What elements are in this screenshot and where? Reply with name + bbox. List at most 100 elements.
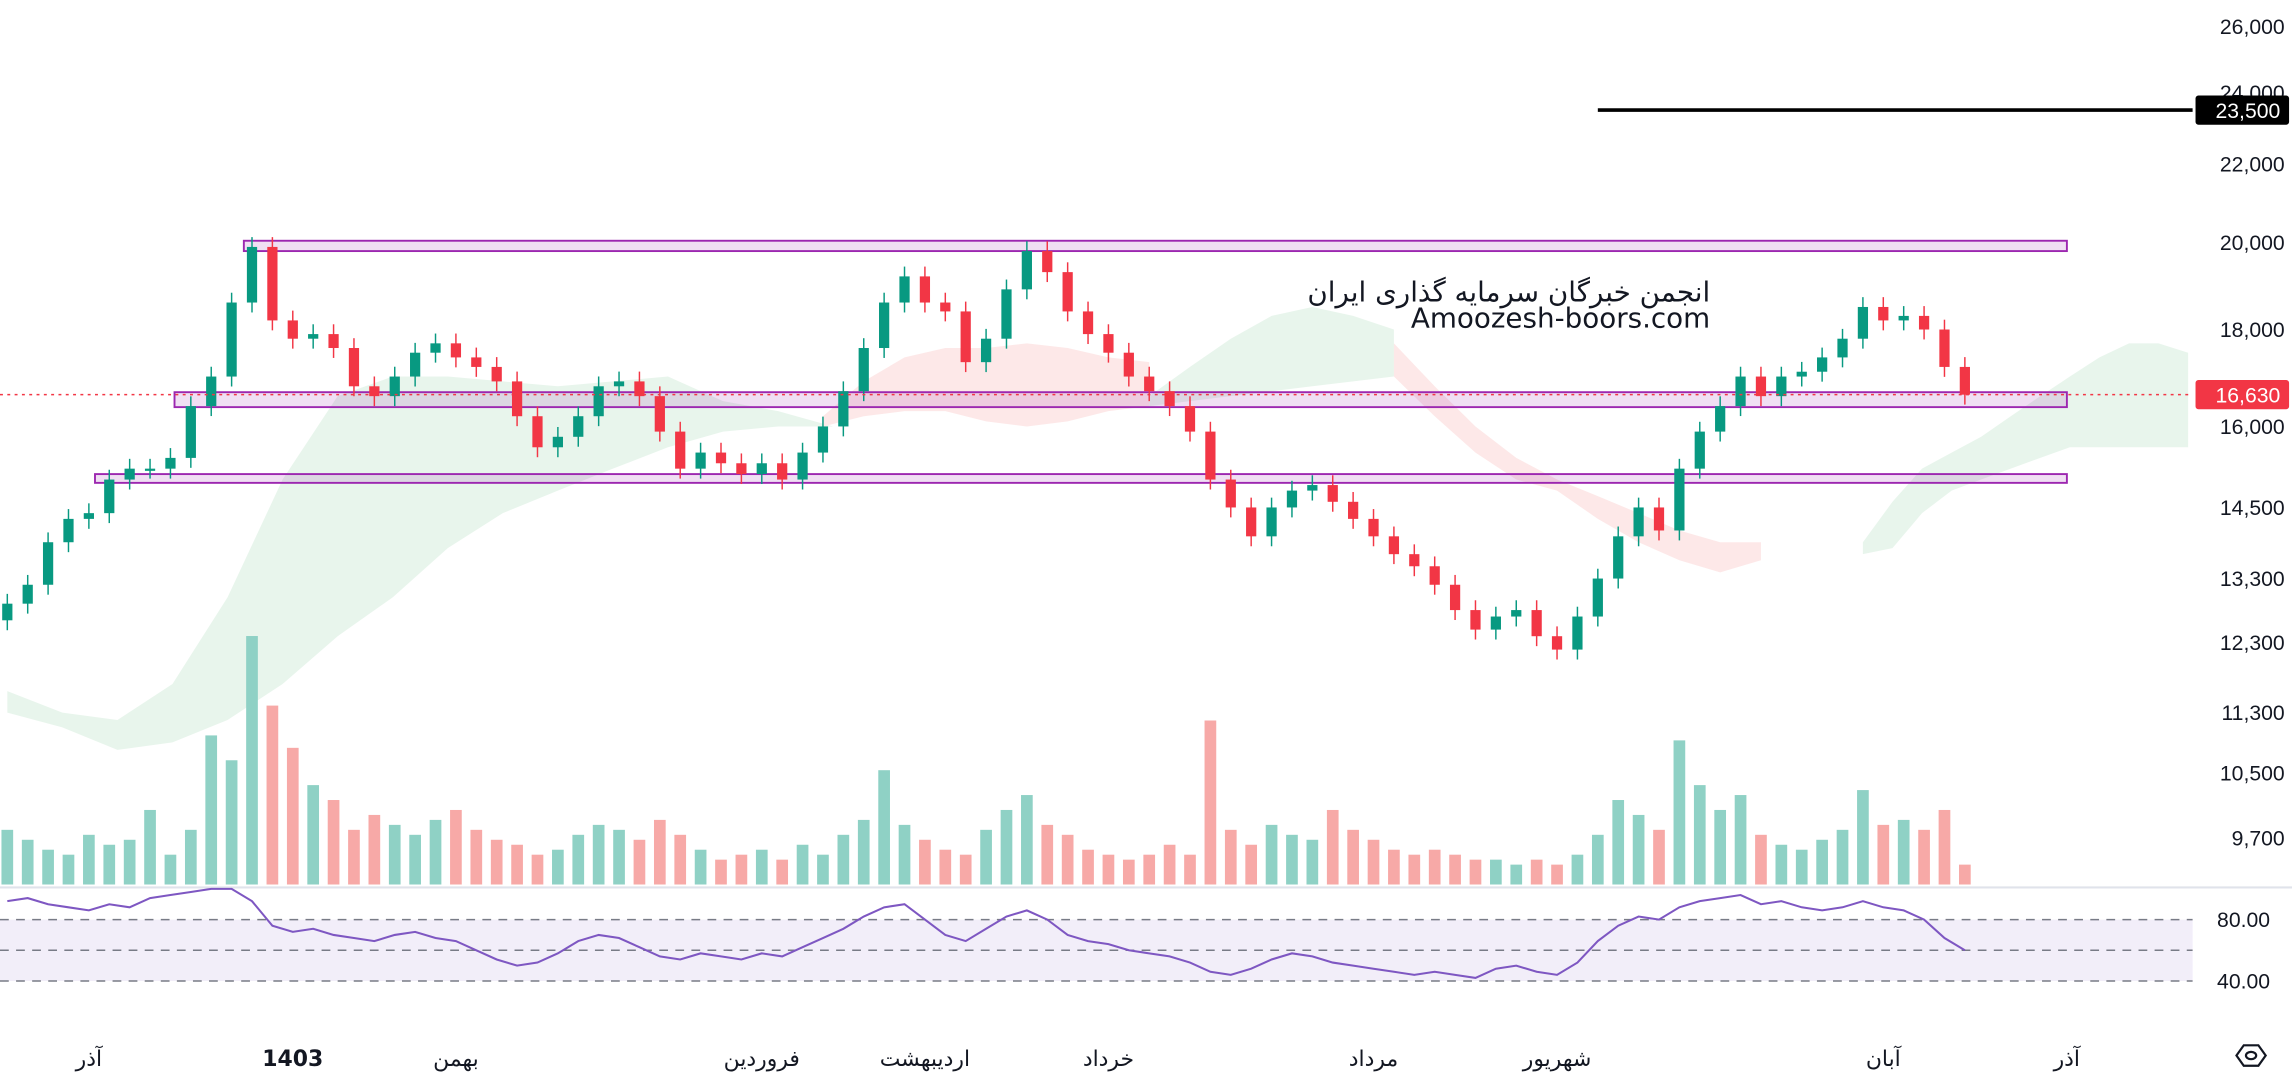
volume-bar: [21, 839, 34, 885]
candle-body: [960, 311, 971, 363]
volume-bar: [572, 834, 585, 885]
zone-rect: [94, 473, 2068, 484]
volume-bar: [1510, 864, 1523, 885]
volume-bars: [1, 636, 1971, 885]
candle-body: [1327, 485, 1338, 502]
candle-body: [83, 513, 94, 519]
candle-body: [1715, 406, 1726, 432]
rsi-tick-label: 80.00: [2217, 909, 2270, 932]
volume-bar: [613, 829, 625, 885]
volume-bar: [1755, 834, 1767, 885]
candle-body: [1449, 584, 1461, 611]
volume-bar: [674, 834, 687, 885]
volume-bar: [837, 834, 850, 885]
y-tick-label: 13,300: [2220, 568, 2285, 591]
volume-bar: [796, 844, 809, 885]
candle-body: [573, 416, 584, 437]
volume-bar: [1673, 740, 1686, 885]
volume-bar: [1204, 720, 1217, 885]
volume-bar: [592, 824, 605, 885]
candle-body: [797, 452, 808, 480]
candle-body: [838, 391, 849, 427]
volume-bar: [735, 854, 748, 885]
target-price-label: 23,500: [2215, 100, 2280, 123]
candle-body: [1572, 616, 1583, 650]
settings-hexagon-icon[interactable]: [2235, 1044, 2268, 1067]
volume-bar: [470, 829, 483, 885]
volume-bar: [246, 636, 258, 885]
volume-bar: [919, 839, 931, 885]
volume-bar: [1061, 834, 1074, 885]
volume-bar: [1836, 829, 1849, 885]
price-axis[interactable]: 26,00024,00022,00020,00018,00016,00014,5…: [2195, 16, 2290, 851]
rsi-line: [7, 887, 1966, 979]
time-axis[interactable]: آذر 1403 بهمن فروردین اردیبهشت خرداد مرداد شهری…: [75, 1045, 2081, 1072]
candle-body: [675, 431, 686, 469]
candle-body: [899, 276, 910, 303]
volume-bar: [1021, 795, 1033, 885]
candle-body: [940, 302, 951, 312]
candle-body: [511, 381, 523, 417]
volume-bar: [817, 854, 829, 885]
rsi-tick-label: 40.00: [2217, 970, 2270, 993]
volume-bar: [857, 819, 870, 885]
candle-body: [450, 343, 462, 358]
candle-body: [1470, 610, 1481, 630]
volume-bar: [1326, 809, 1339, 885]
x-tick-label: آبان: [1866, 1045, 1902, 1072]
watermark-persian: انجمن خبرگان سرمایه گذاری ایران: [1307, 275, 1710, 308]
candle-body: [369, 386, 380, 397]
candle-body: [777, 463, 788, 480]
volume-bar: [307, 785, 320, 885]
volume-bar: [1897, 819, 1910, 885]
volume-bar: [225, 760, 238, 885]
candle-body: [1898, 315, 1909, 321]
volume-bar: [1408, 854, 1421, 885]
cloud-up: [1149, 306, 1394, 407]
volume-bar: [1000, 809, 1013, 885]
volume-bar: [1347, 829, 1359, 885]
candle-body: [1613, 536, 1624, 579]
candle-body: [144, 468, 156, 471]
candle-body: [185, 406, 196, 458]
cloud-down: [1393, 343, 1761, 573]
volume-bar: [1224, 829, 1237, 885]
candle-body: [879, 302, 890, 349]
volume-bar: [450, 809, 462, 885]
candle-body: [613, 381, 625, 387]
candle-body: [1001, 289, 1012, 339]
candle-body: [1103, 334, 1114, 353]
candle-body: [104, 479, 115, 514]
volume-bar: [694, 849, 707, 885]
volume-bar: [286, 747, 299, 885]
candle-body: [1735, 376, 1746, 407]
candle-body: [1246, 507, 1257, 537]
volume-bar: [552, 849, 564, 885]
volume-bar: [1388, 849, 1400, 885]
candle-body: [634, 381, 645, 397]
zone-rect: [242, 239, 2068, 253]
volume-bar: [1591, 834, 1604, 885]
candle-body: [919, 276, 931, 303]
candle-body: [22, 584, 33, 604]
volume-bar: [531, 854, 544, 885]
candle-body: [430, 343, 441, 353]
candle-body: [817, 426, 829, 453]
candle-body: [471, 357, 482, 367]
candle-body: [2, 603, 13, 621]
x-tick-label: بهمن: [433, 1047, 479, 1072]
candle-body: [348, 348, 360, 387]
y-tick-label: 9,700: [2232, 828, 2285, 851]
volume-bar: [1693, 785, 1706, 885]
volume-bar: [429, 819, 442, 885]
candle-body: [858, 348, 869, 392]
volume-bar: [653, 819, 666, 885]
volume-bar: [959, 854, 972, 885]
volume-bar: [633, 839, 646, 885]
candle-body: [1021, 251, 1032, 290]
candle-body: [63, 518, 74, 543]
volume-bar: [1734, 795, 1747, 885]
candle-body: [1857, 306, 1869, 339]
candle-body: [287, 320, 298, 339]
